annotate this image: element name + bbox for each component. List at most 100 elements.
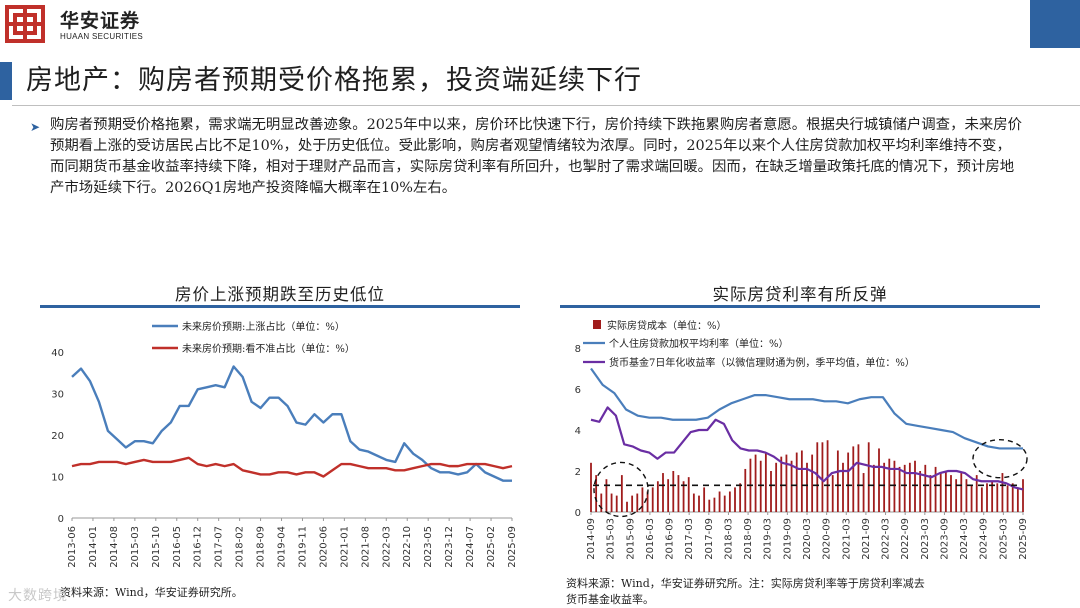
bar-real-mortgage-cost <box>780 456 783 512</box>
bar-real-mortgage-cost <box>821 442 824 512</box>
bar-real-mortgage-cost <box>857 444 860 512</box>
legend-label-0: 实际房贷成本（单位：%） <box>607 319 727 332</box>
bar-real-mortgage-cost <box>687 477 690 512</box>
x-tick-label: 2021-08 <box>360 526 371 568</box>
bar-real-mortgage-cost <box>939 473 942 512</box>
x-tick-label: 2021-03 <box>841 518 852 560</box>
bar-real-mortgage-cost <box>960 473 963 512</box>
bar-real-mortgage-cost <box>590 462 592 512</box>
bar-real-mortgage-cost <box>610 493 613 512</box>
x-tick-label: 2017-07 <box>214 526 225 568</box>
x-tick-label: 2023-05 <box>423 526 434 568</box>
x-tick-label: 2016-03 <box>645 518 656 560</box>
bar-real-mortgage-cost <box>605 479 608 512</box>
x-tick-label: 2015-09 <box>625 518 636 560</box>
right-chart-title-rule <box>560 305 1040 308</box>
bar-real-mortgage-cost <box>795 452 798 512</box>
bar-real-mortgage-cost <box>600 493 603 512</box>
bar-real-mortgage-cost <box>785 454 788 512</box>
bar-real-mortgage-cost <box>677 475 680 512</box>
bar-real-mortgage-cost <box>759 460 762 512</box>
y-tick-label: 8 <box>575 344 581 355</box>
title-accent-bar <box>0 62 12 100</box>
bar-real-mortgage-cost <box>991 481 994 512</box>
y-tick-label: 4 <box>575 426 581 437</box>
brand-name-english: HUAAN SECURITIES <box>60 32 144 41</box>
y-tick-label: 30 <box>51 390 64 401</box>
bar-real-mortgage-cost <box>636 493 639 512</box>
x-tick-label: 2018-09 <box>743 518 754 560</box>
bar-real-mortgage-cost <box>1001 473 1004 512</box>
bar-real-mortgage-cost <box>651 487 654 512</box>
bar-real-mortgage-cost <box>847 452 850 512</box>
highlight-ellipse-start <box>593 461 649 518</box>
bar-real-mortgage-cost <box>734 487 736 512</box>
x-tick-label: 2022-03 <box>881 518 892 560</box>
bar-real-mortgage-cost <box>980 487 983 512</box>
x-tick-label: 2023-09 <box>939 518 950 560</box>
x-tick-label: 2024-03 <box>959 518 970 560</box>
summary-paragraph: 购房者预期受价格拖累，需求端无明显改善迹象。2025年中以来，房价环比快速下行，… <box>50 117 1023 196</box>
right-chart: 0 2 4 6 8 2014-09 2015-03 2015-09 2016-03 2016-09… <box>575 319 1029 560</box>
bar-real-mortgage-cost <box>836 450 839 512</box>
y-tick-label: 6 <box>575 385 581 396</box>
bar-real-mortgage-cost <box>770 471 772 512</box>
bar-real-mortgage-cost <box>615 495 618 512</box>
bar-real-mortgage-cost <box>867 442 870 512</box>
bar-real-mortgage-cost <box>631 495 634 512</box>
bar-real-mortgage-cost <box>718 491 721 512</box>
left-chart: 0 10 20 30 40 2013-06 2014-01 2014-08 2015-03 201… <box>51 320 518 568</box>
bar-real-mortgage-cost <box>692 493 695 512</box>
left-chart-source: 资料来源：Wind，华安证券研究所。 <box>60 586 243 599</box>
bar-real-mortgage-cost <box>929 475 932 512</box>
bar-real-mortgage-cost <box>775 462 778 512</box>
bar-real-mortgage-cost <box>970 485 973 512</box>
bar-real-mortgage-cost <box>975 475 978 512</box>
x-tick-label: 2025-09 <box>507 526 518 568</box>
bar-real-mortgage-cost <box>944 471 947 512</box>
y-tick-label: 0 <box>575 508 581 519</box>
x-tick-label: 2015-03 <box>130 526 141 568</box>
legend-label-0: 未来房价预期:上涨占比（单位：%） <box>182 320 345 333</box>
bar-real-mortgage-cost <box>831 475 834 512</box>
x-tick-label: 2016-09 <box>665 518 676 560</box>
legend-swatch-0 <box>593 320 601 329</box>
bar-real-mortgage-cost <box>919 471 922 512</box>
bar-real-mortgage-cost <box>1006 485 1009 512</box>
left-chart-title-rule <box>40 305 520 308</box>
bar-real-mortgage-cost <box>883 462 886 512</box>
bar-real-mortgage-cost <box>996 483 999 512</box>
x-tick-label: 2019-04 <box>277 526 288 568</box>
bar-real-mortgage-cost <box>703 487 706 512</box>
x-tick-label: 2017-09 <box>704 518 715 560</box>
bar-real-mortgage-cost <box>862 473 865 512</box>
bar-real-mortgage-cost <box>914 460 916 512</box>
x-tick-label: 2022-03 <box>381 526 392 568</box>
legend-label-2: 货币基金7日年化收益率（以微信理财通为例，季平均值，单位：%） <box>609 356 915 369</box>
bar-real-mortgage-cost <box>662 473 664 512</box>
title-divider <box>12 105 1080 106</box>
x-tick-label: 2015-03 <box>606 518 617 560</box>
bar-real-mortgage-cost <box>800 450 803 512</box>
y-tick-label: 2 <box>575 467 581 478</box>
bar-real-mortgage-cost <box>806 462 808 512</box>
right-chart-title: 实际房贷利率有所反弹 <box>712 285 888 304</box>
bar-real-mortgage-cost <box>950 475 952 512</box>
right-chart-source: 资料来源：Wind，华安证券研究所。注：实际房贷利率等于房贷利率减去 货币基金收… <box>566 576 925 608</box>
bar-real-mortgage-cost <box>1011 483 1014 512</box>
bar-real-mortgage-cost <box>723 495 726 512</box>
bar-real-mortgage-cost <box>888 458 891 512</box>
bar-real-mortgage-cost <box>641 487 644 512</box>
bar-real-mortgage-cost <box>878 448 880 512</box>
brand-name: 华安证券 <box>60 10 141 32</box>
x-tick-label: 2019-03 <box>763 518 774 560</box>
x-tick-label: 2023-12 <box>444 526 455 568</box>
bar-real-mortgage-cost <box>656 481 659 512</box>
slide-title: 房地产：购房者预期受价格拖累，投资端延续下行 <box>26 65 642 96</box>
bar-real-mortgage-cost <box>708 499 711 512</box>
bar-real-mortgage-cost <box>713 497 716 512</box>
x-tick-label: 2014-01 <box>88 526 99 568</box>
x-tick-label: 2015-10 <box>151 526 162 568</box>
x-tick-label: 2025-02 <box>486 526 497 568</box>
series-line-1 <box>590 367 1023 450</box>
